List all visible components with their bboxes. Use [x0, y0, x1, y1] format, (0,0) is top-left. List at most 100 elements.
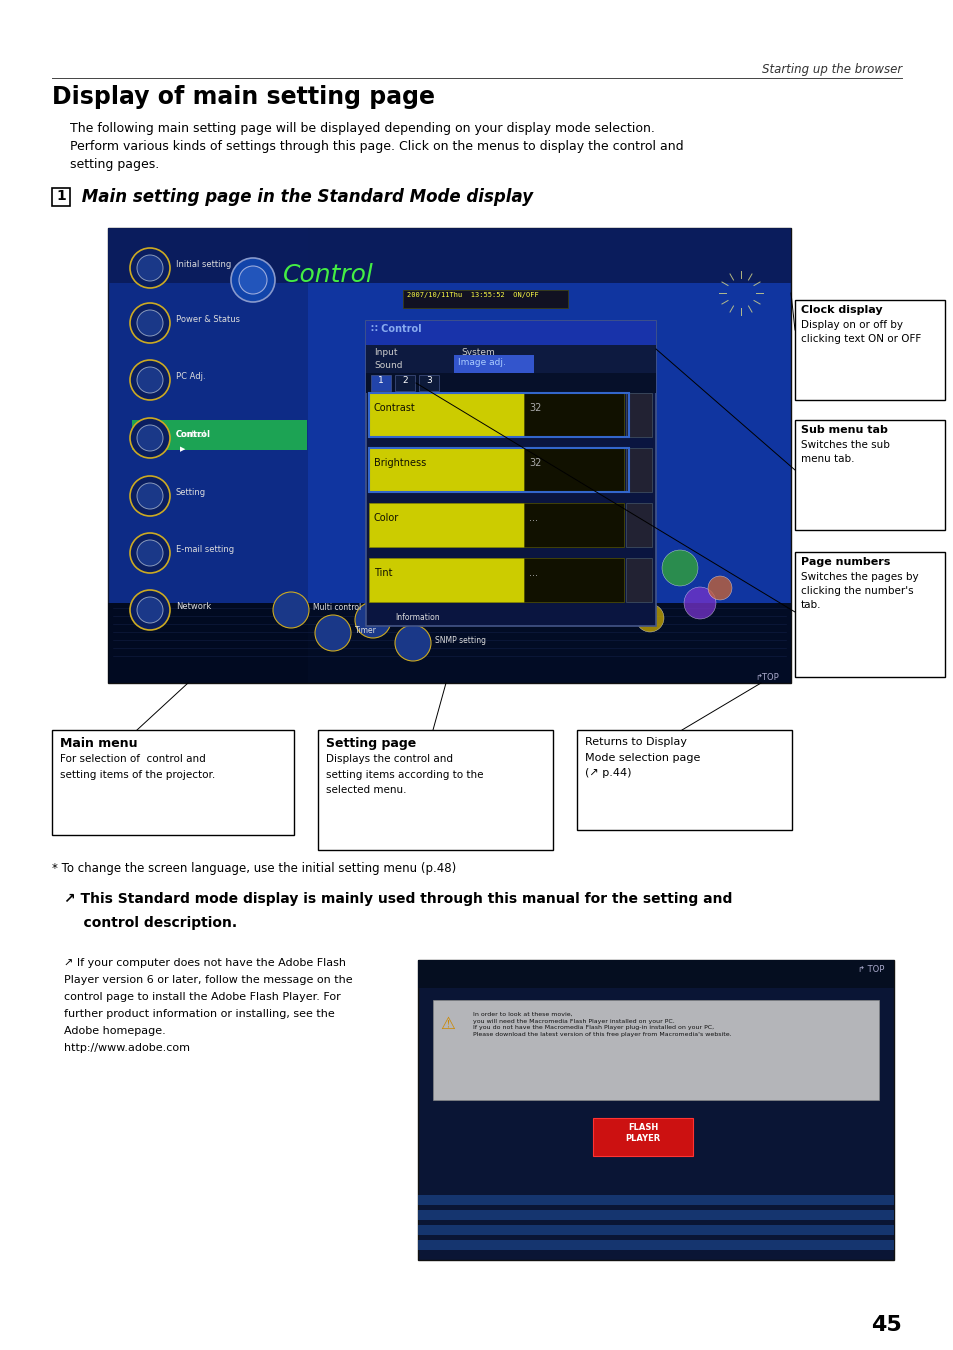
Text: FLASH
PLAYER: FLASH PLAYER: [625, 1123, 659, 1143]
Circle shape: [556, 524, 603, 572]
Circle shape: [137, 540, 163, 566]
Circle shape: [137, 367, 163, 393]
Text: Perform various kinds of settings through this page. Click on the menus to displ: Perform various kinds of settings throug…: [70, 140, 683, 153]
Text: Switches the sub
menu tab.: Switches the sub menu tab.: [801, 440, 889, 464]
Text: Multi control: Multi control: [313, 603, 361, 612]
Circle shape: [130, 533, 170, 572]
Circle shape: [636, 603, 663, 632]
Text: 3: 3: [426, 377, 432, 385]
Bar: [417, 960, 893, 1260]
Text: Setting page: Setting page: [326, 737, 416, 751]
Bar: [402, 290, 567, 308]
Text: System: System: [460, 348, 495, 356]
Bar: [108, 228, 790, 683]
Circle shape: [137, 255, 163, 281]
Bar: [625, 448, 651, 491]
Text: Clock display: Clock display: [801, 305, 882, 315]
Text: Network: Network: [175, 602, 211, 612]
Text: 1: 1: [56, 189, 66, 202]
Circle shape: [231, 258, 274, 302]
Bar: [794, 420, 944, 531]
Circle shape: [615, 558, 655, 598]
Bar: [454, 355, 534, 373]
Text: Control: Control: [283, 263, 374, 288]
Bar: [794, 300, 944, 400]
Bar: [593, 1118, 692, 1156]
Text: ↗ This Standard mode display is mainly used through this manual for the setting : ↗ This Standard mode display is mainly u…: [64, 892, 732, 906]
Bar: [417, 1224, 893, 1235]
Text: Setting: Setting: [175, 487, 206, 497]
Bar: [417, 1195, 893, 1206]
Text: ⚠: ⚠: [439, 1015, 455, 1033]
Bar: [366, 321, 656, 346]
Text: ...: ...: [529, 513, 537, 522]
Text: In order to look at these movie,
you will need the Macromedia Flash Player insta: In order to look at these movie, you wil…: [473, 1012, 731, 1037]
Bar: [366, 373, 656, 393]
Circle shape: [395, 625, 431, 662]
Bar: [369, 393, 523, 437]
Bar: [369, 448, 523, 491]
Text: Returns to Display
Mode selection page
(↗ p.44): Returns to Display Mode selection page (…: [584, 737, 700, 778]
Text: Page numbers: Page numbers: [801, 558, 889, 567]
Circle shape: [130, 477, 170, 516]
Text: Player version 6 or later, follow the message on the: Player version 6 or later, follow the me…: [64, 975, 353, 985]
Circle shape: [661, 549, 698, 586]
Circle shape: [130, 302, 170, 343]
Circle shape: [355, 602, 391, 639]
Bar: [366, 346, 656, 373]
Text: E-mail setting: E-mail setting: [175, 545, 233, 554]
Bar: [523, 558, 623, 602]
Text: Sub menu tab: Sub menu tab: [801, 425, 887, 435]
Bar: [52, 730, 294, 836]
Text: Switches the pages by
clicking the number's
tab.: Switches the pages by clicking the numbe…: [801, 572, 918, 610]
Text: ↱ TOP: ↱ TOP: [857, 965, 883, 973]
Bar: [417, 1210, 893, 1220]
Bar: [625, 504, 651, 547]
Bar: [395, 375, 415, 391]
Circle shape: [239, 266, 267, 294]
Bar: [317, 730, 553, 850]
Text: 2007/10/11Thu  13:55:52  ON/OFF: 2007/10/11Thu 13:55:52 ON/OFF: [407, 292, 538, 298]
Bar: [433, 1000, 878, 1100]
Text: 45: 45: [870, 1315, 901, 1335]
Bar: [625, 558, 651, 602]
Bar: [523, 448, 623, 491]
Text: 32: 32: [529, 458, 540, 468]
Circle shape: [273, 593, 309, 628]
Circle shape: [137, 425, 163, 451]
Bar: [523, 504, 623, 547]
Bar: [371, 375, 391, 391]
Bar: [794, 552, 944, 676]
Bar: [369, 558, 523, 602]
Text: Power & Status: Power & Status: [175, 315, 240, 324]
Text: ▶: ▶: [180, 446, 185, 452]
Text: ∷ Control: ∷ Control: [371, 324, 421, 333]
Circle shape: [314, 616, 351, 651]
Bar: [523, 393, 623, 437]
Text: Display of main setting page: Display of main setting page: [52, 85, 435, 109]
Text: SNMP setting: SNMP setting: [435, 636, 485, 645]
Bar: [369, 448, 628, 491]
Bar: [418, 375, 438, 391]
Text: 2: 2: [402, 377, 407, 385]
Bar: [108, 603, 790, 683]
Bar: [108, 228, 308, 683]
Circle shape: [137, 483, 163, 509]
Text: Color: Color: [374, 513, 399, 522]
Text: Main menu: Main menu: [60, 737, 137, 751]
Text: setting pages.: setting pages.: [70, 158, 159, 171]
Text: further product information or installing, see the: further product information or installin…: [64, 1008, 335, 1019]
Text: ...: ...: [529, 568, 537, 578]
Text: Information: Information: [395, 613, 439, 622]
Bar: [625, 393, 651, 437]
Text: ↱TOP: ↱TOP: [755, 674, 779, 682]
Text: Tint: Tint: [374, 568, 392, 578]
Text: Contrast: Contrast: [374, 404, 416, 413]
Text: PC Adj.: PC Adj.: [175, 373, 206, 381]
Text: Adobe homepage.: Adobe homepage.: [64, 1026, 166, 1035]
Text: http://www.adobe.com: http://www.adobe.com: [64, 1044, 190, 1053]
Bar: [369, 393, 628, 437]
Text: Timer: Timer: [355, 626, 376, 634]
Bar: [366, 321, 656, 626]
Bar: [132, 420, 307, 450]
